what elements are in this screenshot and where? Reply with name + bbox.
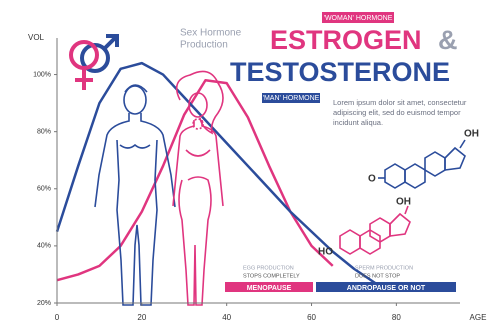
andropause-bar: [316, 282, 456, 292]
menopause-bar: [225, 282, 313, 292]
sperm-note: SPERM PRODUCTION: [355, 265, 413, 271]
title-estrogen: ESTROGEN: [270, 25, 422, 55]
y-axis-label: VOL: [28, 33, 45, 42]
label-oh: OH: [396, 197, 411, 208]
y-tick-label: 100%: [33, 71, 51, 78]
andropause-label: ANDROPAUSE OR NOT: [347, 285, 426, 292]
y-tick-label: 20%: [37, 300, 51, 307]
x-tick-label: 40: [222, 313, 231, 322]
woman-tag: 'WOMAN' HORMONE: [324, 15, 393, 22]
y-tick-label: 40%: [37, 243, 51, 250]
title-testosterone: TESTOSTERONE: [230, 57, 450, 87]
sperm-note: DOES NOT STOP: [355, 273, 400, 279]
y-tick-label: 80%: [37, 129, 51, 136]
label-ho: HO: [318, 247, 333, 258]
label-o: O: [368, 174, 376, 185]
series-line: [56, 79, 334, 282]
series-line: [55, 61, 376, 285]
body-text: Lorem ipsum dolor sit amet, consectetur: [333, 98, 467, 107]
man-figure: [94, 84, 176, 306]
body-text: incidunt aliqua.: [333, 118, 383, 127]
woman-figure: [172, 70, 224, 306]
label-oh: OH: [464, 129, 479, 140]
x-tick-label: 60: [307, 313, 316, 322]
title-joiner: &: [438, 25, 458, 55]
x-tick-label: 80: [392, 313, 401, 322]
molecule-testosterone: [378, 139, 466, 189]
x-axis-label: AGE: [470, 313, 487, 322]
x-tick-label: 0: [55, 313, 60, 322]
man-tag-box: [262, 93, 320, 103]
woman-tag-box: [322, 12, 394, 23]
molecule-estrogen: [339, 205, 411, 255]
subtitle: Sex Hormone: [180, 28, 242, 39]
egg-note: EGG PRODUCTION: [243, 265, 294, 271]
menopause-label: MENOPAUSE: [247, 285, 292, 292]
egg-note: STOPS COMPLETELY: [243, 273, 300, 279]
y-tick-label: 60%: [37, 186, 51, 193]
man-tag: 'MAN' HORMONE: [263, 95, 320, 102]
subtitle: Production: [180, 40, 228, 51]
gender-symbols: [69, 34, 119, 90]
x-tick-label: 20: [137, 313, 146, 322]
body-text: adipiscing elit, sed do euismod tempor: [333, 108, 461, 117]
